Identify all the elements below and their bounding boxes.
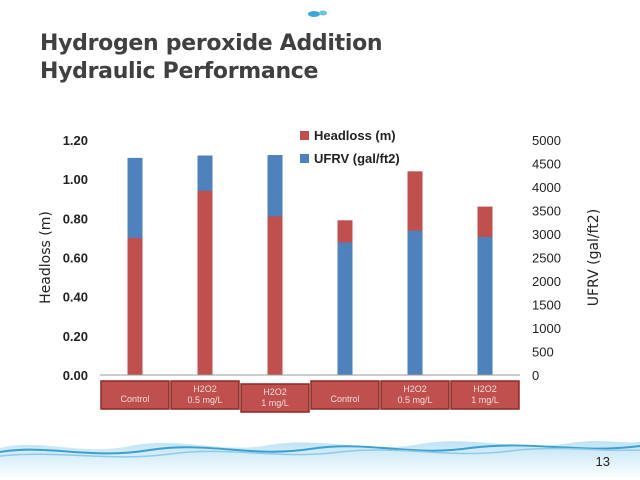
category-label-box: [450, 380, 520, 410]
category-label: 1 mg/L: [471, 395, 499, 405]
y-right-tick-label: 1000: [532, 321, 561, 336]
legend-label: UFRV (gal/ft2): [314, 151, 400, 166]
legend-swatch-ufrv: [300, 154, 309, 163]
y-tick-label: 0.60: [63, 251, 88, 266]
y-tick-label: 0.40: [63, 290, 88, 305]
category-label: 0.5 mg/L: [187, 395, 222, 405]
y-tick-label: 0.20: [63, 329, 88, 344]
legend-label: Headloss (m): [314, 128, 396, 143]
category-label: Control: [330, 394, 359, 404]
water-wave-footer: [0, 440, 640, 480]
y-right-tick-label: 4500: [532, 157, 561, 172]
droplet-logo-icon: [308, 10, 327, 17]
headloss-bar: [197, 190, 213, 375]
y-right-tick-label: 3500: [532, 204, 561, 219]
legend-swatch-headloss: [300, 131, 309, 140]
category-label: H2O2: [263, 387, 287, 397]
y-right-tick-label: 2500: [532, 251, 561, 266]
y-axis-label: Headloss (m): [38, 211, 54, 304]
headloss-bar: [127, 237, 143, 375]
ufrv-bar: [337, 242, 353, 375]
y-right-tick-label: 0: [532, 368, 539, 383]
y-right-tick-label: 500: [532, 345, 554, 360]
category-label-box: [240, 383, 310, 413]
category-label-box: [100, 380, 170, 410]
y-right-tick-label: 2000: [532, 274, 561, 289]
y-right-axis-label: UFRV (gal/ft2): [586, 209, 602, 306]
category-label: Control: [120, 394, 149, 404]
y-tick-label: 1.00: [63, 172, 88, 187]
y-tick-label: 1.20: [63, 133, 88, 148]
headloss-bar: [267, 216, 283, 375]
category-label-box: [310, 380, 380, 410]
y-right-tick-label: 3000: [532, 227, 561, 242]
y-tick-label: 0.80: [63, 211, 88, 226]
y-tick-label: 0.00: [63, 368, 88, 383]
category-label: H2O2: [193, 384, 217, 394]
slide-title-line-2: Hydraulic Performance: [40, 59, 319, 84]
y-right-tick-label: 4000: [532, 180, 561, 195]
slide-title-line-1: Hydrogen peroxide Addition: [40, 31, 383, 56]
category-label: H2O2: [473, 384, 497, 394]
y-right-tick-label: 5000: [532, 133, 561, 148]
category-label: 1 mg/L: [261, 398, 289, 408]
category-label: 0.5 mg/L: [397, 395, 432, 405]
category-label: H2O2: [403, 384, 427, 394]
category-label-box: [380, 380, 450, 410]
category-label-box: [170, 380, 240, 410]
y-right-tick-label: 1500: [532, 298, 561, 313]
page-number: 13: [595, 454, 610, 469]
slide-title: Hydrogen peroxide Addition Hydraulic Per…: [40, 30, 383, 86]
ufrv-bar: [407, 230, 423, 375]
ufrv-bar: [477, 236, 493, 375]
